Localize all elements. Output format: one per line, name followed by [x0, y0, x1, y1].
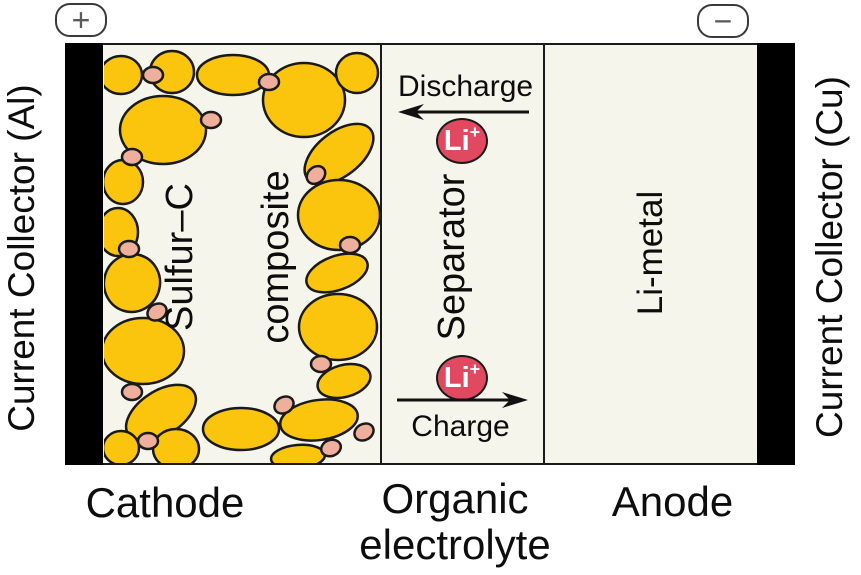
charge-label: Charge	[411, 410, 510, 443]
sulfur-particle	[118, 94, 208, 166]
binder-particle	[353, 422, 375, 442]
li-ion-symbol: Li	[443, 124, 470, 157]
electrolyte-caption-line1: Organic	[381, 475, 529, 522]
positive-terminal-badge: +	[55, 3, 107, 37]
binder-particle	[141, 65, 165, 85]
discharge-label: Discharge	[398, 70, 534, 103]
anode-caption: Anode	[611, 478, 734, 525]
binder-particle	[309, 354, 333, 374]
charge-arrow-icon	[397, 392, 528, 408]
sulfur-particle	[334, 51, 380, 95]
sulfur-particle	[104, 429, 141, 463]
negative-terminal-badge: −	[697, 4, 749, 38]
binder-particle	[146, 302, 168, 322]
binder-particle	[257, 72, 281, 92]
binder-particle	[120, 147, 144, 167]
separator-region	[380, 43, 545, 465]
binder-particle	[136, 431, 160, 451]
sulfur-particle	[297, 292, 379, 362]
binder-particle	[273, 395, 295, 415]
cathode-caption: Cathode	[85, 479, 245, 526]
li-ion-charge-sign: +	[469, 122, 481, 142]
electrolyte-caption-line2: electrolyte	[359, 521, 551, 568]
sulfur-particle	[195, 53, 271, 97]
electrolyte-caption: Organic electrolyte	[345, 476, 565, 568]
sulfur-particle	[104, 316, 186, 386]
sulfur-particle	[261, 61, 347, 139]
separator-label: Separator	[430, 173, 473, 341]
li-ion-symbol: Li	[443, 361, 470, 394]
sulfur-particle	[104, 54, 144, 96]
discharge-arrow-icon	[398, 104, 529, 120]
binder-particle	[305, 164, 327, 186]
sulfur-composite-label: Sulfur–C composite	[159, 147, 297, 367]
sulfur-particle	[305, 252, 369, 294]
minus-icon: −	[713, 3, 733, 39]
binder-particle	[117, 239, 141, 259]
binder-particle	[338, 235, 362, 255]
lithium-ion-charge: Li +	[436, 355, 488, 401]
sulfur-particle	[279, 398, 359, 442]
aluminum-collector-bar	[65, 43, 103, 465]
sulfur-particle	[151, 427, 201, 463]
sulfur-particle	[296, 178, 380, 252]
sulfur-particle	[201, 406, 281, 452]
sulfur-particle	[104, 252, 162, 314]
sulfur-composite-line1: Sulfur–C	[159, 183, 201, 331]
lithium-ion-discharge: Li +	[436, 118, 488, 164]
li-ion-charge-sign: +	[469, 359, 481, 379]
binder-particle	[319, 438, 343, 458]
sulfur-particle	[269, 443, 327, 463]
li-metal-label: Li-metal	[631, 190, 670, 316]
sulfur-particle	[316, 362, 372, 400]
binder-particle	[199, 110, 223, 130]
left-current-collector-label: Current Collector (Al)	[1, 84, 42, 432]
copper-collector-bar	[757, 43, 795, 465]
right-current-collector-label: Current Collector (Cu)	[809, 76, 850, 438]
plus-icon: +	[71, 2, 91, 38]
sulfur-composite-line2: composite	[255, 170, 297, 344]
binder-particle	[120, 382, 144, 402]
cathode-particles-svg	[104, 49, 380, 463]
